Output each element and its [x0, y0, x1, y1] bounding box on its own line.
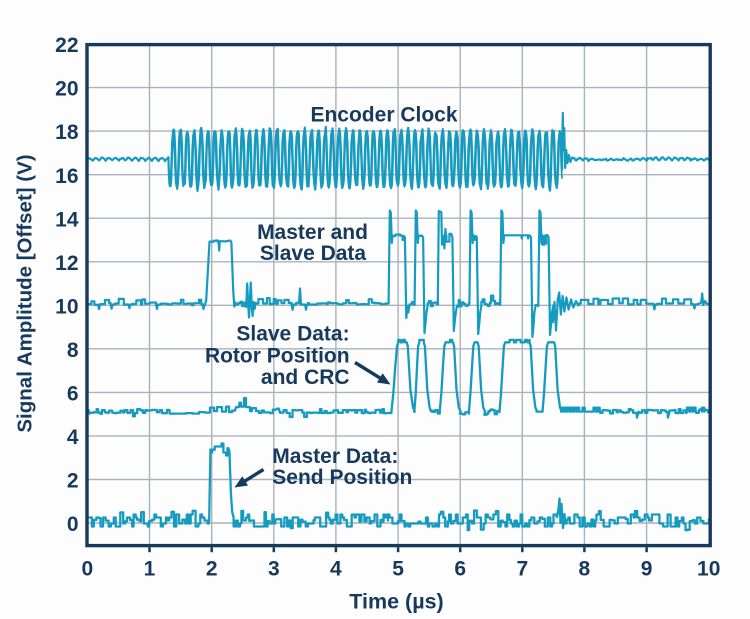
- svg-text:Encoder Clock: Encoder Clock: [310, 104, 457, 127]
- svg-text:Slave Data:: Slave Data:: [236, 323, 349, 346]
- svg-text:3: 3: [268, 557, 280, 580]
- svg-text:Slave Data: Slave Data: [260, 242, 367, 265]
- svg-text:5: 5: [392, 557, 404, 580]
- svg-text:Send Position: Send Position: [272, 466, 412, 489]
- svg-text:12: 12: [55, 252, 78, 275]
- svg-text:10: 10: [697, 557, 720, 580]
- svg-text:14: 14: [55, 208, 79, 231]
- svg-text:18: 18: [55, 121, 79, 144]
- svg-text:9: 9: [641, 557, 653, 580]
- svg-text:2: 2: [206, 557, 218, 580]
- svg-text:20: 20: [55, 78, 78, 101]
- svg-text:16: 16: [55, 165, 78, 188]
- svg-text:Time (µs): Time (µs): [349, 589, 443, 613]
- svg-text:and CRC: and CRC: [261, 366, 350, 389]
- svg-text:6: 6: [454, 557, 466, 580]
- svg-text:22: 22: [55, 34, 78, 57]
- svg-text:7: 7: [516, 557, 528, 580]
- svg-text:1: 1: [144, 557, 156, 580]
- svg-text:Rotor Position: Rotor Position: [205, 345, 350, 368]
- svg-text:10: 10: [55, 295, 78, 318]
- svg-text:4: 4: [67, 426, 79, 449]
- svg-text:2: 2: [67, 470, 79, 493]
- svg-text:8: 8: [579, 557, 591, 580]
- svg-text:Signal Amplitude [Offset] (V): Signal Amplitude [Offset] (V): [14, 154, 37, 432]
- svg-text:8: 8: [67, 339, 79, 362]
- svg-text:0: 0: [67, 513, 79, 536]
- svg-text:0: 0: [82, 557, 94, 580]
- svg-text:Master Data:: Master Data:: [272, 445, 398, 468]
- svg-text:Master and: Master and: [257, 221, 368, 244]
- svg-text:4: 4: [330, 557, 342, 580]
- svg-text:6: 6: [67, 383, 79, 406]
